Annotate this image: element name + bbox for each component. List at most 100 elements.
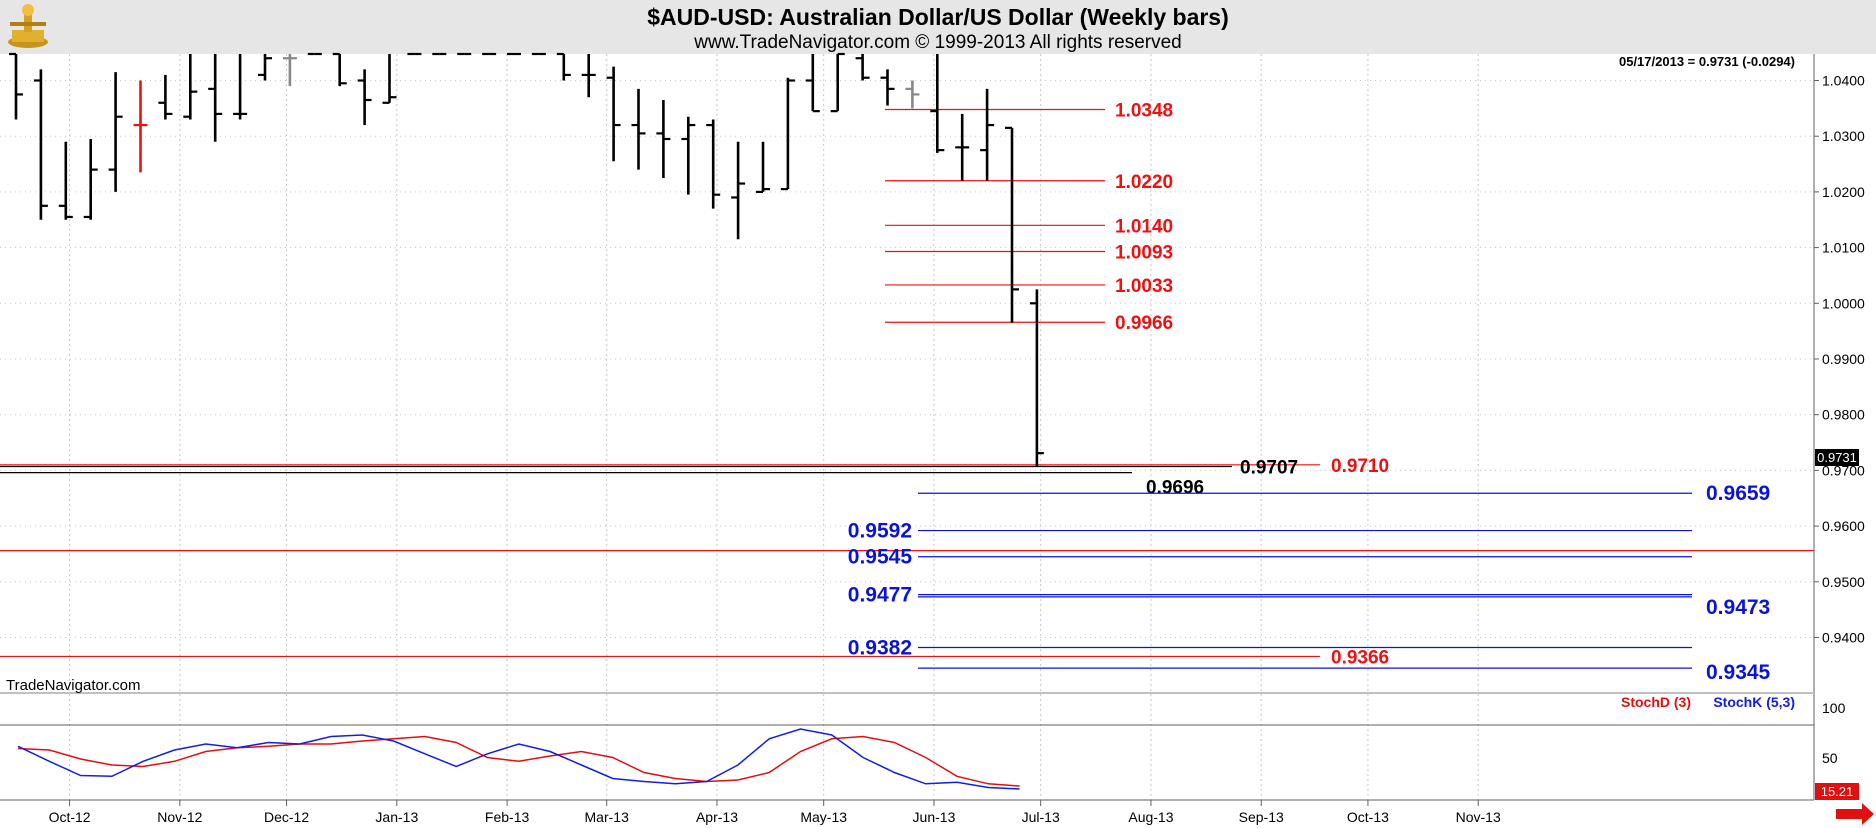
date-tick-label: Jan-13 — [375, 809, 418, 825]
date-tick-label: May-13 — [800, 809, 847, 825]
stochk-legend: StochK (5,3) — [1713, 694, 1795, 710]
last-price-box — [1815, 449, 1859, 466]
date-tick-label: Oct-13 — [1347, 809, 1389, 825]
stoch-last-value-box — [1815, 783, 1859, 800]
ohlc-bar — [382, 54, 397, 104]
stochastic-panel: 100 50 — [0, 700, 1846, 790]
level-label-0.9696: 0.9696 — [1146, 478, 1204, 499]
price-tick-label: 0.9800 — [1822, 407, 1865, 423]
ohlc-bar — [233, 54, 248, 120]
ohlc-bar — [756, 141, 770, 193]
price-tick-label: 1.0100 — [1822, 240, 1865, 256]
level-label-0.9545: 0.9545 — [848, 546, 913, 569]
ohlc-bar — [681, 116, 696, 195]
price-levels: 1.0348 1.0220 1.0140 1.0093 1.0033 0.9966 0.97… — [0, 100, 1814, 684]
ohlc-bar — [731, 141, 746, 240]
price-tick-label: 0.9900 — [1822, 351, 1865, 367]
level-label-1.0348: 1.0348 — [1115, 100, 1173, 121]
ohlc-bar — [855, 54, 870, 81]
ohlc-bar — [955, 113, 970, 181]
level-label-0.9473: 0.9473 — [1706, 596, 1770, 619]
chart-title: $AUD-USD: Australian Dollar/US Dollar (W… — [647, 4, 1229, 30]
ohlc-bar — [108, 72, 123, 192]
ohlc-bar — [33, 69, 48, 220]
level-label-0.9707: 0.9707 — [1240, 458, 1298, 479]
level-label-0.9592: 0.9592 — [848, 520, 912, 543]
ohlc-bar — [332, 52, 347, 87]
level-label-0.9345: 0.9345 — [1706, 661, 1771, 684]
ohlc-bar — [1029, 289, 1044, 467]
stoch-last-value: 15.21 — [1821, 784, 1854, 799]
last-price-readout: 05/17/2013 = 0.9731 (-0.0294) — [1619, 54, 1795, 69]
ohlc-bar — [930, 54, 945, 153]
date-tick-label: Dec-12 — [264, 809, 309, 825]
ohlc-bar — [780, 77, 795, 191]
ohlc-bar — [980, 88, 995, 181]
level-label-1.0140: 1.0140 — [1115, 216, 1173, 237]
date-tick-label: Nov-12 — [157, 809, 202, 825]
ohlc-bar — [183, 54, 198, 120]
ohlc-bar — [357, 69, 372, 126]
scroll-right-arrow-icon[interactable] — [1836, 803, 1874, 825]
stoch-line-k — [17, 728, 1020, 790]
ohlc-bar — [83, 138, 98, 220]
price-tick-label: 1.0200 — [1822, 184, 1865, 200]
level-label-1.0093: 1.0093 — [1115, 242, 1173, 263]
level-label-1.0220: 1.0220 — [1115, 172, 1173, 193]
date-tick-label: Oct-12 — [49, 809, 91, 825]
ohlc-bar — [556, 52, 571, 81]
stochd-legend: StochD (3) — [1621, 694, 1691, 710]
ohlc-bar — [581, 54, 596, 98]
price-tick-label: 1.0300 — [1822, 128, 1865, 144]
grid-lines — [0, 54, 1814, 800]
ohlc-bar — [656, 99, 671, 178]
date-tick-label: Feb-13 — [485, 809, 530, 825]
date-tick-label: Nov-13 — [1456, 809, 1501, 825]
last-price-label: 0.9731 — [1817, 450, 1857, 465]
level-label-0.9710: 0.9710 — [1331, 456, 1389, 477]
ohlc-bar — [905, 80, 920, 109]
ohlc-bar — [880, 69, 895, 106]
chart-subtitle: www.TradeNavigator.com © 1999-2013 All r… — [694, 32, 1182, 53]
stoch-tick-label: 100 — [1822, 700, 1846, 716]
date-tick-label: Aug-13 — [1128, 809, 1173, 825]
chart-header: $AUD-USD: Australian Dollar/US Dollar (W… — [0, 0, 1876, 54]
ohlc-bar — [9, 52, 23, 120]
date-tick-label: Mar-13 — [585, 809, 630, 825]
ohlc-bar — [258, 54, 272, 81]
ohlc-bar — [830, 52, 845, 113]
level-label-1.0033: 1.0033 — [1115, 276, 1173, 297]
ohlc-bar — [282, 54, 297, 87]
price-tick-label: 1.0000 — [1822, 295, 1865, 311]
watermark: TradeNavigator.com — [6, 677, 141, 694]
ohlc-bar — [208, 54, 223, 142]
date-axis: Oct-12 Nov-12 Dec-12 Jan-13 Feb-13 Mar-13 Apr-… — [0, 799, 1814, 825]
price-tick-label: 0.9500 — [1822, 574, 1865, 590]
ohlc-bar — [158, 74, 173, 120]
ohlc-bar — [631, 88, 646, 170]
level-label-0.9366: 0.9366 — [1331, 647, 1389, 668]
price-tick-label: 0.9700 — [1822, 462, 1865, 478]
level-label-0.9659: 0.9659 — [1706, 482, 1770, 505]
level-label-0.9966: 0.9966 — [1115, 313, 1173, 334]
ohlc-bar — [133, 80, 148, 173]
stoch-line-d — [17, 735, 1020, 787]
price-tick-label: 1.0400 — [1822, 73, 1865, 89]
stoch-tick-label: 50 — [1822, 750, 1838, 766]
date-tick-label: Sep-13 — [1239, 809, 1284, 825]
ohlc-bar — [706, 119, 721, 209]
ohlc-bar — [606, 66, 621, 162]
ohlc-bar — [1005, 126, 1019, 323]
date-tick-label: Apr-13 — [696, 809, 738, 825]
date-tick-label: Jun-13 — [913, 809, 956, 825]
level-label-0.9477: 0.9477 — [848, 584, 912, 607]
ohlc-bar — [805, 54, 820, 113]
ohlc-bar — [58, 141, 73, 220]
price-axis: 1.0400 1.0300 1.0200 1.0100 1.0000 0.9900 0.98… — [1814, 73, 1865, 646]
level-label-0.9382: 0.9382 — [848, 637, 912, 660]
price-tick-label: 0.9600 — [1822, 518, 1865, 534]
date-tick-label: Jul-13 — [1022, 809, 1060, 825]
ohlc-bars — [9, 52, 1044, 467]
tradenavigator-logo-icon — [8, 4, 48, 48]
